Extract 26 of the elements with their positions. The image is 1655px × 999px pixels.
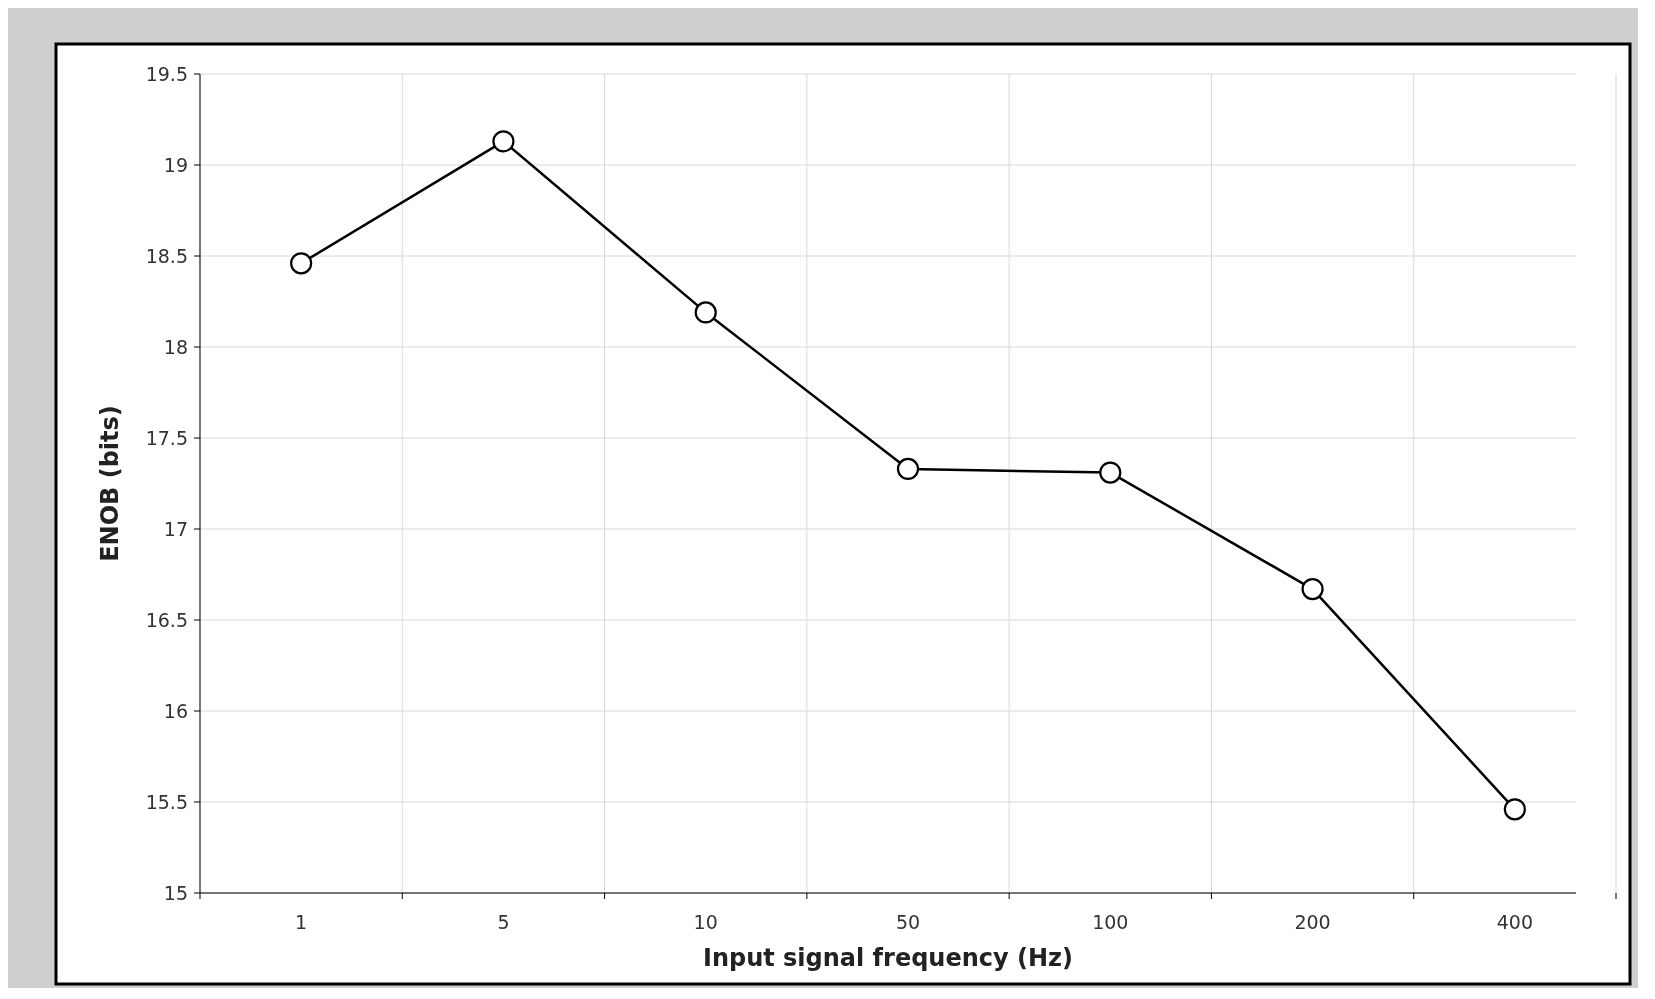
y-tick-label: 15 [163,881,188,904]
x-tick-label: 1 [295,911,308,933]
x-tick-label: 400 [1496,911,1533,933]
y-tick-label: 18.5 [145,244,188,267]
x-tick-label: 5 [497,911,510,933]
y-tick-label: 19.5 [145,62,188,85]
y-tick-label: 17 [163,517,188,540]
point [290,252,313,275]
point [1301,577,1324,601]
x-axis-title: Input signal frequency (Hz) [702,944,1074,972]
x-tick-label: 200 [1294,911,1331,933]
point [492,130,515,153]
point [1503,798,1526,821]
y-axis-title: ENOB (bits) [96,405,124,562]
point [1099,461,1122,484]
x-tick-label: 10 [693,911,718,933]
y-tick-label: 16.5 [145,608,188,631]
y-tick-label: 16 [163,699,188,722]
y-tick-label: 19 [163,153,188,176]
y-tick-label: 15.5 [145,790,188,813]
y-tick-label: 17.5 [145,426,188,449]
point [896,457,920,481]
y-tick-label: 18 [163,335,188,358]
x-tick-label: 100 [1092,911,1129,933]
point [694,301,717,324]
x-tick-label: 50 [895,911,921,933]
